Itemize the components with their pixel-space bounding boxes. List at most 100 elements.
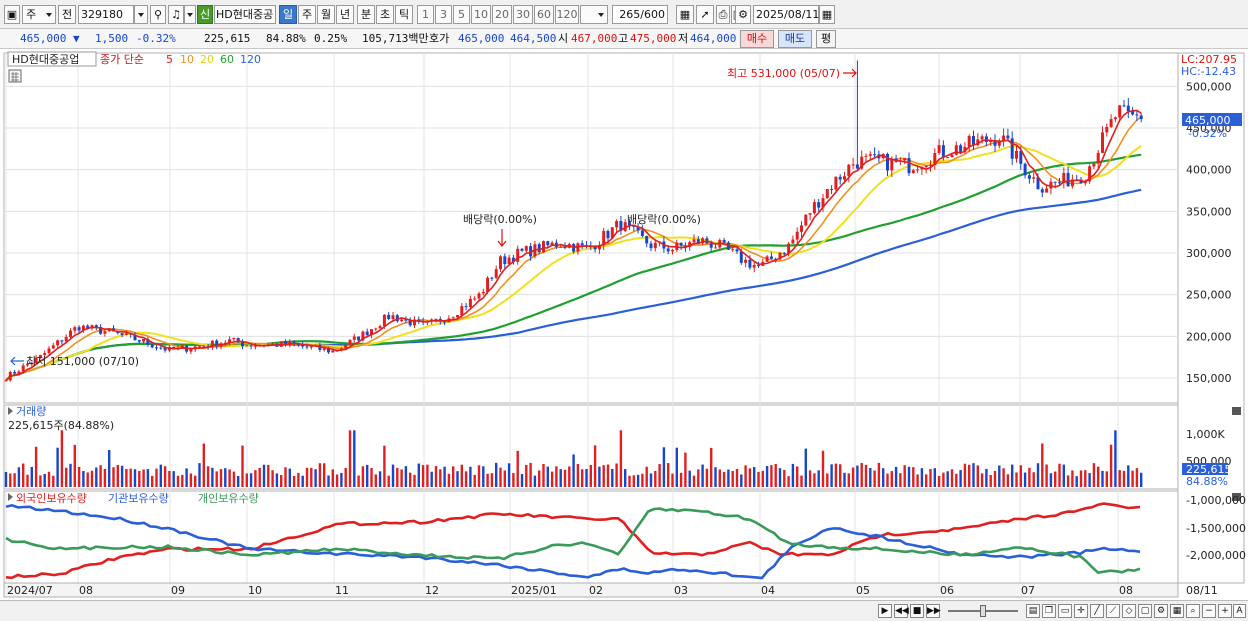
ma120-legend[interactable]: 120 (240, 53, 261, 66)
search-icon[interactable]: ⚲ (150, 5, 166, 24)
interval-120-button[interactable]: 120 (555, 5, 579, 24)
volume-bar (856, 465, 859, 487)
candle-body (972, 136, 975, 146)
legend-institution[interactable]: 기관보유수량 (108, 492, 169, 505)
candle-body (210, 340, 214, 348)
scroll-right-icon[interactable]: ▶ (878, 604, 892, 618)
interval-30-button[interactable]: 30 (513, 5, 533, 24)
period-second-button[interactable]: 초 (376, 5, 394, 24)
ma5-legend[interactable]: 5 (166, 53, 173, 66)
period-week-button[interactable]: 주 (298, 5, 316, 24)
stock-code-input[interactable]: 329180 (78, 5, 134, 24)
volume-bar (731, 470, 734, 487)
zoom-in-icon[interactable]: + (1218, 604, 1232, 618)
line-tool-icon[interactable]: ╱ (1090, 604, 1104, 618)
prev-button[interactable]: 전 (58, 5, 76, 24)
interval-1-button[interactable]: 1 (417, 5, 434, 24)
candle-body (804, 214, 808, 226)
candle-body (232, 338, 236, 340)
gear-icon[interactable]: ⚙ (1154, 604, 1168, 618)
zoom-out-icon[interactable]: − (1202, 604, 1216, 618)
candle-body (1079, 179, 1083, 184)
settings-gear-icon[interactable]: ⚙ (735, 5, 751, 24)
screen-icon[interactable]: ▢ (1138, 604, 1152, 618)
period-year-button[interactable]: 년 (336, 5, 354, 24)
volume-bar (585, 468, 588, 487)
volume-bar (426, 464, 429, 487)
period-select[interactable]: 주 (22, 5, 56, 24)
rewind-icon[interactable]: ◀◀ (894, 604, 909, 618)
buy-button[interactable]: 매수 (740, 30, 774, 48)
candle-body (993, 140, 997, 146)
candle-body (714, 247, 717, 249)
legend-individual[interactable]: 개인보유수량 (198, 492, 259, 505)
interval-60-button[interactable]: 60 (534, 5, 554, 24)
calendar-icon[interactable]: ▦ (819, 5, 835, 24)
fast-forward-icon[interactable]: ▶▶ (926, 604, 941, 618)
period-tick-button[interactable]: 틱 (395, 5, 413, 24)
data-count-field[interactable]: 265/600 (612, 5, 668, 24)
ma20-legend[interactable]: 20 (200, 53, 214, 66)
volume-bar (538, 470, 541, 487)
candle-body (559, 246, 563, 248)
bid-price: 464,500 (510, 32, 557, 45)
volume-bar (215, 471, 218, 487)
stop-icon[interactable]: ■ (910, 604, 924, 618)
period-minute-button[interactable]: 분 (357, 5, 375, 24)
stock-chart[interactable]: HD현대중공업 종가 단순 5 10 20 60 120 LC:207.95 H… (0, 49, 1248, 599)
tile-icon[interactable]: ▦ (1170, 604, 1184, 618)
volume-bar (718, 469, 721, 487)
evaluate-button[interactable]: 평 (816, 30, 836, 48)
trend-tool-icon[interactable]: ⟋ (1106, 604, 1120, 618)
candle-body (1131, 111, 1135, 115)
sell-button[interactable]: 매도 (778, 30, 812, 48)
candle-body (352, 336, 356, 340)
price-change-rate: -0.32% (136, 32, 176, 45)
shape-tool-icon[interactable]: ◇ (1122, 604, 1136, 618)
date-input[interactable]: 2025/08/11 (753, 5, 819, 24)
volume-bar (370, 467, 373, 487)
drawing-tool-icon[interactable]: ➚ (696, 5, 714, 24)
volume-bar (224, 468, 227, 487)
window-icon[interactable]: ▭ (1058, 604, 1072, 618)
interval-10-button[interactable]: 10 (471, 5, 491, 24)
period-day-button[interactable]: 일 (279, 5, 297, 24)
print-icon[interactable]: ⎙ (716, 5, 730, 24)
zoom-search-icon[interactable]: ⌕ (1186, 604, 1200, 618)
volume-bar (271, 470, 274, 487)
interval-5-button[interactable]: 5 (453, 5, 470, 24)
panel-grid-icon[interactable] (8, 69, 22, 83)
interval-20-button[interactable]: 20 (492, 5, 512, 24)
copy-icon[interactable]: ❐ (1042, 604, 1056, 618)
price-panel-title[interactable]: HD현대중공업 (12, 53, 79, 66)
layout-icon[interactable]: ▤ (1026, 604, 1040, 618)
interval-3-button[interactable]: 3 (435, 5, 452, 24)
volume-bar (374, 474, 377, 487)
speaker-dropdown-button[interactable] (184, 5, 196, 24)
indicator-icon[interactable]: ▦ (676, 5, 694, 24)
zoom-slider-handle[interactable] (980, 605, 986, 617)
stock-name-field[interactable]: HD현대중공 (214, 5, 276, 24)
ma60-legend[interactable]: 60 (220, 53, 234, 66)
volume-panel-title[interactable]: 거래량 (16, 405, 46, 418)
volume-bar (864, 464, 868, 487)
holding-close-icon[interactable] (1232, 493, 1241, 501)
period-month-button[interactable]: 월 (317, 5, 335, 24)
code-dropdown-button[interactable] (134, 5, 148, 24)
ma10-legend[interactable]: 10 (180, 53, 194, 66)
font-size-icon[interactable]: A (1233, 604, 1246, 618)
candle-body (481, 291, 485, 294)
crosshair-icon[interactable]: ✛ (1074, 604, 1088, 618)
legend-foreign[interactable]: 외국인보유수량 (16, 492, 87, 505)
price-axis-tick: 400,000 (1186, 164, 1232, 177)
speaker-icon[interactable]: ♫ (168, 5, 184, 24)
volume-bar (847, 473, 850, 487)
window-menu-icon[interactable]: ▣ (4, 5, 20, 24)
ma-legend-prefix[interactable]: 종가 단순 (100, 53, 144, 66)
interval-custom-select[interactable] (580, 5, 608, 24)
volume-bar (323, 463, 326, 487)
candle-body (17, 371, 21, 374)
hc-label: HC:-12.43 (1181, 65, 1236, 78)
volume-close-icon[interactable] (1232, 407, 1241, 415)
price-axis-tick: 250,000 (1186, 289, 1232, 302)
